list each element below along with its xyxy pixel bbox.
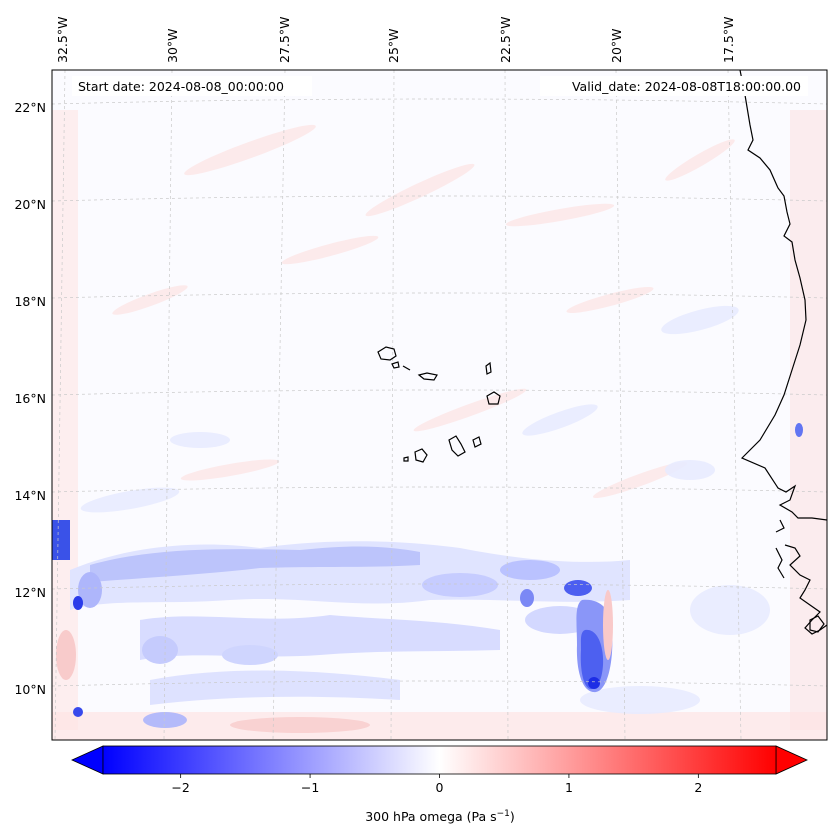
boundary-right-positive xyxy=(790,110,827,730)
coastline-detail xyxy=(775,519,785,533)
africa-coastline xyxy=(739,70,827,635)
colorbar-tick-label: 0 xyxy=(436,780,444,795)
lon-label: 30°W xyxy=(165,28,180,63)
weak-positive-streaks xyxy=(112,124,735,499)
lat-label: 16°N xyxy=(14,391,46,406)
start-date-label: Start date: 2024-08-08_00:00:00 xyxy=(78,79,284,94)
lat-label: 10°N xyxy=(14,682,46,697)
coastline-detail-2 xyxy=(775,547,785,579)
lon-label: 20°W xyxy=(609,28,624,63)
longitude-labels: 32.5°W 30°W 27.5°W 25°W 22.5°W 20°W 17.5… xyxy=(55,17,736,63)
lon-label: 32.5°W xyxy=(55,17,70,63)
lat-label: 14°N xyxy=(14,488,46,503)
colorbar-extend-low xyxy=(71,745,104,775)
lon-label: 17.5°W xyxy=(721,17,736,63)
boundary-left-negative-core xyxy=(52,520,70,560)
colorbar-tick-label: 1 xyxy=(565,780,573,795)
valid-date-label: Valid_date: 2024-08-08T18:00:00.00 xyxy=(572,79,801,94)
omega-field: Start date: 2024-08-08_00:00:00 Valid_da… xyxy=(52,70,827,740)
colorbar-ticks: −2 −1 0 1 2 xyxy=(171,774,702,795)
colorbar: −2 −1 0 1 2 300 hPa omega (Pa s−1) xyxy=(71,745,808,824)
lat-label: 12°N xyxy=(14,585,46,600)
lat-lon-gridlines xyxy=(52,70,827,740)
lon-label: 22.5°W xyxy=(498,17,513,63)
latitude-labels: 22°N 20°N 18°N 16°N 14°N 12°N 10°N xyxy=(14,100,46,697)
negative-omega-band xyxy=(70,541,630,728)
lon-label: 27.5°W xyxy=(277,17,292,63)
lat-label: 20°N xyxy=(14,197,46,212)
colorbar-tick-label: 2 xyxy=(694,780,702,795)
colorbar-tick-label: −1 xyxy=(301,780,319,795)
lat-label: 18°N xyxy=(14,294,46,309)
start-date-box xyxy=(72,76,312,96)
colorbar-label: 300 hPa omega (Pa s−1) xyxy=(365,809,515,824)
weak-negative-patches xyxy=(80,305,770,714)
colorbar-extend-high xyxy=(775,745,808,775)
boundary-left-positive xyxy=(52,110,78,730)
colorbar-gradient xyxy=(102,745,777,775)
colorbar-tick-label: −2 xyxy=(171,780,189,795)
valid-date-box xyxy=(540,76,808,96)
bijagos-island xyxy=(809,615,825,633)
map-frame xyxy=(51,69,828,741)
lon-label: 25°W xyxy=(386,28,401,63)
lat-label: 22°N xyxy=(14,100,46,115)
cape-verde-islands xyxy=(377,346,501,463)
positive-patches xyxy=(56,590,613,733)
